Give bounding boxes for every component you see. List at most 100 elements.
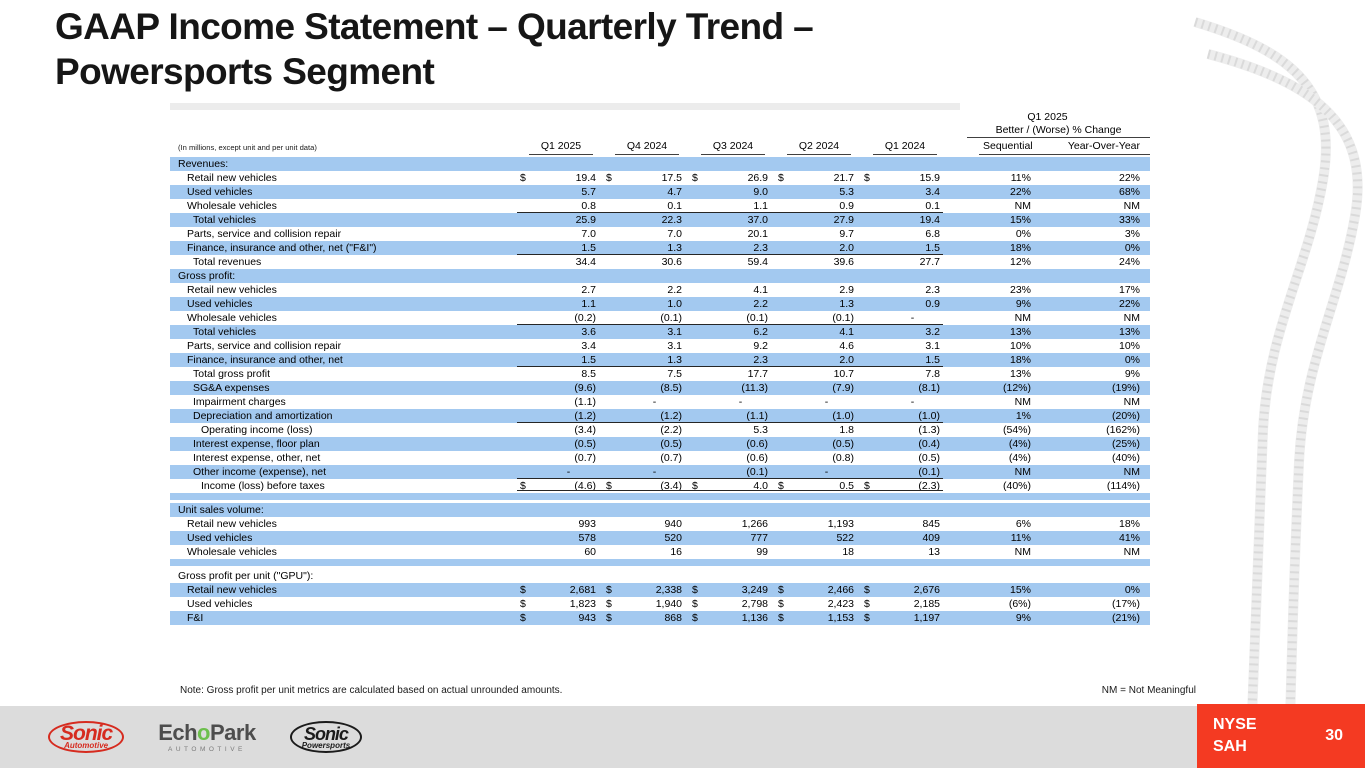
value-cell: 2.0	[773, 353, 859, 367]
value-cell: (1.0)	[859, 409, 945, 423]
value-cell: 8.5	[515, 367, 601, 381]
sequential-change-cell: NM	[1014, 312, 1031, 324]
dollar-sign: $	[778, 172, 784, 184]
value-cell: 59.4	[687, 255, 773, 269]
dollar-sign	[692, 199, 701, 213]
yoy-change-cell: (20%)	[1111, 410, 1140, 422]
value-cell: 522	[773, 531, 859, 545]
dollar-sign	[606, 213, 615, 227]
value: 4.1	[753, 284, 768, 296]
value-cell: 940	[601, 517, 687, 531]
change-column-headers: Sequential Year-Over-Year	[979, 139, 1150, 155]
sequential-change-cell: 23%	[1009, 284, 1031, 296]
value-cell: 1.3	[773, 297, 859, 311]
value: 2.9	[839, 284, 854, 296]
value-cell: $943	[515, 611, 601, 625]
value-cell: -	[601, 465, 687, 479]
dollar-sign	[606, 311, 615, 325]
value: -	[652, 466, 657, 478]
dollar-sign	[520, 423, 529, 437]
value-cell: (0.7)	[601, 451, 687, 465]
value-cell: $2,681	[515, 583, 601, 597]
yoy-change-cell: NM	[1123, 466, 1140, 478]
dollar-sign	[692, 311, 701, 325]
value-cell: -	[601, 395, 687, 409]
column-header-q1-2024: Q1 2024	[873, 139, 937, 155]
row-label: Unit sales volume:	[178, 504, 264, 516]
row-values: $2,681 $2,338 $3,249 $2,466 $2,676	[515, 583, 945, 597]
value-cell: 5.7	[515, 185, 601, 199]
value: (1.3)	[918, 424, 940, 436]
row-label: Gross profit per unit ("GPU"):	[178, 570, 314, 582]
value: 4.1	[839, 326, 854, 338]
row-values: (1.1) - - - -	[515, 395, 945, 409]
change-header-title: Q1 2025	[1027, 111, 1068, 123]
value-cell: 17.7	[687, 367, 773, 381]
table-row: Used vehicles $1,823 $1,940 $2,798 $2,423 $2,…	[170, 597, 1150, 611]
value: 1,136	[741, 612, 768, 624]
value: 2,676	[913, 584, 940, 596]
echopark-post: Park	[210, 719, 256, 745]
row-label: Total gross profit	[193, 368, 271, 380]
value: 2.0	[839, 242, 854, 254]
column-header-q2-2024: Q2 2024	[787, 139, 851, 155]
income-statement-table: Q1 2025 Better / (Worse) % Change (In mi…	[170, 103, 1150, 625]
dollar-sign	[606, 367, 615, 381]
sequential-change-cell: NM	[1014, 396, 1031, 408]
value: 1,940	[655, 598, 682, 610]
value: 30.6	[661, 256, 682, 268]
dollar-sign	[520, 213, 529, 227]
value-cell: 1,193	[773, 517, 859, 531]
value: 2,423	[827, 598, 854, 610]
table-row: Retail new vehicles 993 940 1,266 1,193 845 6%…	[170, 517, 1150, 531]
dollar-sign: $	[864, 612, 870, 624]
row-label: Wholesale vehicles	[187, 200, 277, 212]
dollar-sign	[864, 353, 873, 367]
value: 4.6	[839, 340, 854, 352]
change-header-subtitle: Better / (Worse) % Change	[967, 124, 1150, 138]
row-values: 993 940 1,266 1,193 845	[515, 517, 945, 531]
dollar-sign	[520, 199, 529, 213]
yoy-change-cell: 68%	[1118, 186, 1140, 198]
dollar-sign	[692, 339, 701, 353]
table-row: Retail new vehicles $19.4 $17.5 $26.9 $21.7 $…	[170, 171, 1150, 185]
dollar-sign	[864, 437, 873, 451]
dollar-sign	[606, 185, 615, 199]
dollar-sign: $	[520, 612, 526, 624]
value-cell: 2.7	[515, 283, 601, 297]
footnote: Note: Gross profit per unit metrics are …	[180, 685, 563, 696]
value: 1.8	[839, 424, 854, 436]
yoy-change-cell: NM	[1123, 546, 1140, 558]
value-cell: -	[515, 465, 601, 479]
sonic-automotive-logo: Sonic Automotive	[48, 721, 125, 753]
value-cell: 4.1	[687, 283, 773, 297]
dollar-sign	[778, 367, 787, 381]
value-cell: 0.1	[859, 199, 945, 213]
value-cell: (8.1)	[859, 381, 945, 395]
dollar-sign	[778, 325, 787, 339]
dollar-sign: $	[692, 480, 698, 492]
dollar-sign: $	[864, 584, 870, 596]
sequential-change-cell: 11%	[1010, 532, 1031, 544]
value: 3,249	[741, 584, 768, 596]
value-cell: 1.5	[515, 353, 601, 367]
value-cell: $4.0	[687, 479, 773, 493]
value: 9.7	[839, 228, 854, 240]
row-label: Revenues:	[178, 158, 229, 170]
dollar-sign	[606, 199, 615, 213]
table-row: Parts, service and collision repair 7.0 7.…	[170, 227, 1150, 241]
value-cell: 7.8	[859, 367, 945, 381]
value-cell: $2,466	[773, 583, 859, 597]
dollar-sign	[606, 227, 615, 241]
dollar-sign	[692, 423, 701, 437]
dollar-sign	[606, 531, 615, 545]
sequential-change-cell: (4%)	[1008, 452, 1031, 464]
yoy-change-cell: 0%	[1124, 584, 1140, 596]
dollar-sign	[692, 185, 701, 199]
value-cell: 1.8	[773, 423, 859, 437]
row-values: - - (0.1) - (0.1)	[515, 465, 945, 479]
dollar-sign: $	[864, 172, 870, 184]
value: 7.0	[667, 228, 682, 240]
row-values: $1,823 $1,940 $2,798 $2,423 $2,185	[515, 597, 945, 611]
value: 943	[578, 612, 596, 624]
